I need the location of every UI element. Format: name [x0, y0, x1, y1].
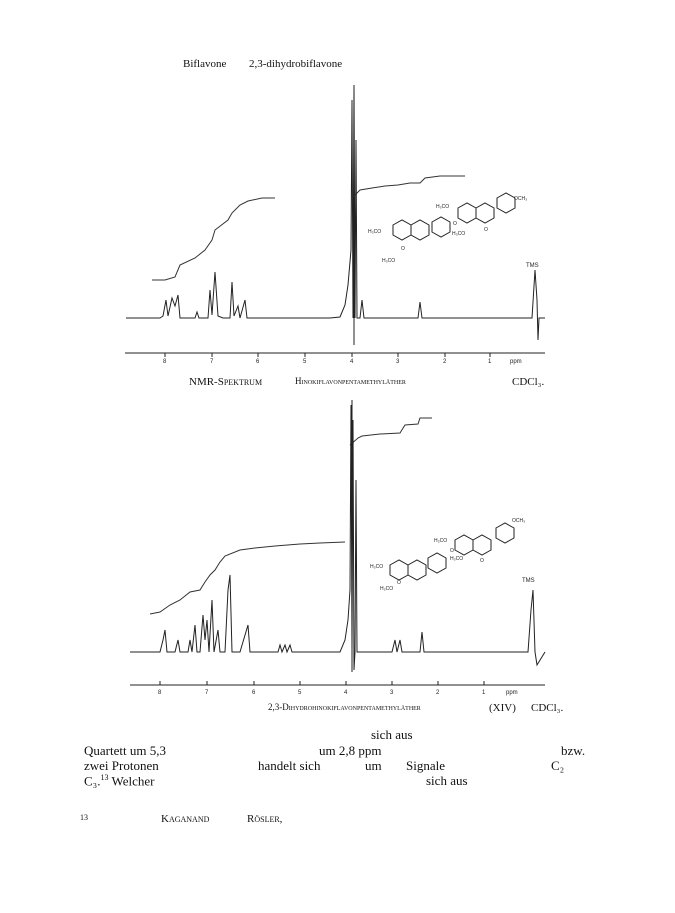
body-text: handelt sich [258, 758, 321, 773]
tick-label: 6 [252, 690, 256, 696]
tick-label: 3 [396, 359, 400, 365]
tms-label: TMS [522, 578, 535, 584]
tick-label: 5 [303, 359, 307, 365]
structure-label: H₃CO [436, 204, 449, 210]
footnote-author-b: Rösler, [247, 813, 283, 825]
structure-drawing-2 [389, 522, 515, 581]
structure-label: H₃CO [368, 229, 381, 235]
body-text: C₃.13 Welcher [84, 773, 154, 789]
figure2-caption-b: (XIV) [489, 702, 516, 714]
header-right: 2,3-dihydrobiflavone [249, 58, 343, 70]
body-text: zwei Protonen [84, 758, 159, 773]
figure2-caption-a: 2,3-Dihydrohinokiflavonpentamethyläther [268, 702, 421, 712]
tick-label: 2 [436, 690, 440, 696]
body-text-fragment: Welcher [108, 773, 155, 789]
tick-label: 4 [350, 359, 354, 365]
tick-label: 8 [163, 359, 167, 365]
tick-label: 3 [390, 690, 394, 696]
body-text: um 2,8 ppm [319, 743, 382, 758]
body-text: sich aus [371, 727, 413, 742]
footnote-number: 13 [80, 813, 88, 822]
body-text: bzw. [561, 743, 586, 758]
structure-drawing-1 [392, 192, 516, 241]
tick-label: ppm [510, 359, 522, 365]
structure-label: H₃CO [370, 564, 383, 570]
structure-label: H₃CO [382, 258, 395, 264]
footnote-author-a: Kaganand [161, 813, 210, 825]
tick-label: 2 [443, 359, 447, 365]
body-text: C₂ [551, 758, 565, 773]
structure-label: H₃CO [380, 586, 393, 592]
structure-label: O [401, 246, 405, 252]
structure-label: OCH₃ [514, 196, 527, 202]
tick-label: 6 [256, 359, 260, 365]
structure-label: O [453, 221, 457, 227]
structure-label: H₃CO [450, 556, 463, 562]
body-text: um [365, 758, 382, 773]
structure-label: OCH₃ [512, 518, 525, 524]
figure1-caption-a: NMR-Spektrum [189, 376, 263, 388]
tick-label: 1 [488, 359, 492, 365]
tick-label: 4 [344, 690, 348, 696]
figure2-caption-c: CDCl₃. [531, 702, 564, 714]
structure-label: O [480, 558, 484, 564]
structure-label: O [450, 548, 454, 554]
footnote-ref: 13 [100, 773, 109, 782]
header-left: Biflavone [183, 58, 227, 70]
tick-label: 8 [158, 690, 162, 696]
structure-label: H₃CO [452, 231, 465, 237]
tick-label: 5 [298, 690, 302, 696]
structure-label: O [484, 227, 488, 233]
figure1-caption-c: CDCl₃. [512, 376, 545, 388]
figure1-caption-b: Hinokiflavonpentamethyläther [295, 376, 406, 386]
structure-label: H₃CO [434, 538, 447, 544]
body-text: Quartett um 5,3 [84, 743, 166, 758]
body-text-fragment: C₃. [84, 773, 101, 789]
body-text: sich aus [426, 773, 468, 788]
tick-label: 7 [205, 690, 209, 696]
tick-label: 7 [210, 359, 214, 365]
structure-label: O [397, 580, 401, 586]
tms-label: TMS [526, 263, 539, 269]
body-text: Signale [406, 758, 445, 773]
tick-label: 1 [482, 690, 486, 696]
tick-label: ppm [506, 690, 518, 696]
